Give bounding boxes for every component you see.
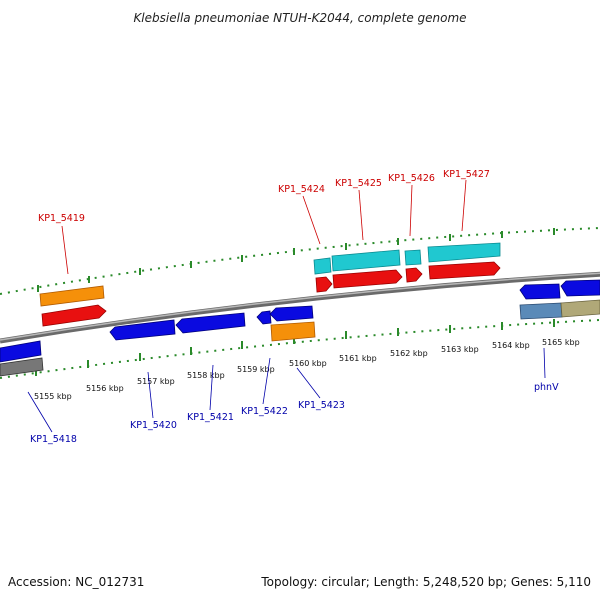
outer-tick-arc bbox=[0, 227, 600, 295]
gene-feature bbox=[0, 340, 42, 363]
inner-major-ticks bbox=[35, 319, 555, 376]
gene-label: KP1_5427 bbox=[443, 169, 490, 180]
reverse-genes bbox=[0, 279, 600, 377]
tick-label: 5157 kbp bbox=[137, 377, 175, 386]
gene-feature bbox=[404, 249, 422, 266]
gene-feature bbox=[315, 276, 333, 293]
map-title: Klebsiella pneumoniae NTUH-K2044, comple… bbox=[133, 11, 466, 25]
gene-feature bbox=[175, 312, 246, 334]
gene-label: KP1_5425 bbox=[335, 178, 382, 189]
gene-feature bbox=[332, 269, 403, 289]
gene-feature bbox=[428, 261, 501, 280]
tick-label: 5164 kbp bbox=[492, 341, 530, 350]
tick-label: 5158 kbp bbox=[187, 371, 225, 380]
gene-feature bbox=[560, 299, 600, 318]
top-leader-lines bbox=[61, 179, 467, 275]
gene-feature bbox=[269, 305, 314, 322]
genome-summary-text: Topology: circular; Length: 5,248,520 bp… bbox=[260, 575, 591, 589]
gene-feature bbox=[560, 279, 600, 297]
gene-label: KP1_5426 bbox=[388, 173, 435, 184]
gene-label: KP1_5418 bbox=[30, 434, 77, 445]
forward-genes bbox=[39, 242, 501, 327]
gene-feature bbox=[331, 249, 401, 272]
gene-feature bbox=[0, 357, 44, 377]
gene-feature bbox=[519, 302, 563, 320]
gene-label: KP1_5424 bbox=[278, 184, 325, 195]
gene-feature bbox=[313, 257, 332, 275]
gene-feature bbox=[405, 267, 423, 283]
gene-label: KP1_5420 bbox=[130, 420, 177, 431]
gene-feature bbox=[109, 319, 176, 341]
gene-label: KP1_5423 bbox=[298, 400, 345, 411]
tick-label: 5161 kbp bbox=[339, 354, 377, 363]
tick-label: 5163 kbp bbox=[441, 345, 479, 354]
gene-feature bbox=[519, 283, 561, 300]
top-gene-labels: KP1_5419 KP1_5424 KP1_5425 KP1_5426 KP1_… bbox=[38, 169, 490, 224]
accession-text: Accession: NC_012731 bbox=[8, 575, 144, 589]
gene-label: KP1_5422 bbox=[241, 406, 288, 417]
outer-major-ticks bbox=[37, 228, 555, 292]
genome-backbone bbox=[0, 271, 600, 344]
gene-feature bbox=[39, 285, 105, 307]
tick-label: 5165 kbp bbox=[542, 338, 580, 347]
tick-label: 5159 kbp bbox=[237, 365, 275, 374]
tick-labels: 5155 kbp 5156 kbp 5157 kbp 5158 kbp 5159… bbox=[34, 338, 580, 401]
tick-label: 5162 kbp bbox=[390, 349, 428, 358]
gene-feature bbox=[41, 304, 107, 327]
tick-label: 5160 kbp bbox=[289, 359, 327, 368]
gene-label: KP1_5419 bbox=[38, 213, 85, 224]
gene-feature bbox=[270, 321, 316, 342]
gene-label: phnV bbox=[534, 382, 559, 393]
bottom-gene-labels: KP1_5418 KP1_5420 KP1_5421 KP1_5422 KP1_… bbox=[30, 382, 559, 445]
tick-label: 5155 kbp bbox=[34, 392, 72, 401]
bottom-leader-lines bbox=[27, 347, 546, 433]
tick-label: 5156 kbp bbox=[86, 384, 124, 393]
gene-label: KP1_5421 bbox=[187, 412, 234, 423]
gene-feature bbox=[427, 242, 501, 263]
gene-feature bbox=[256, 310, 272, 325]
